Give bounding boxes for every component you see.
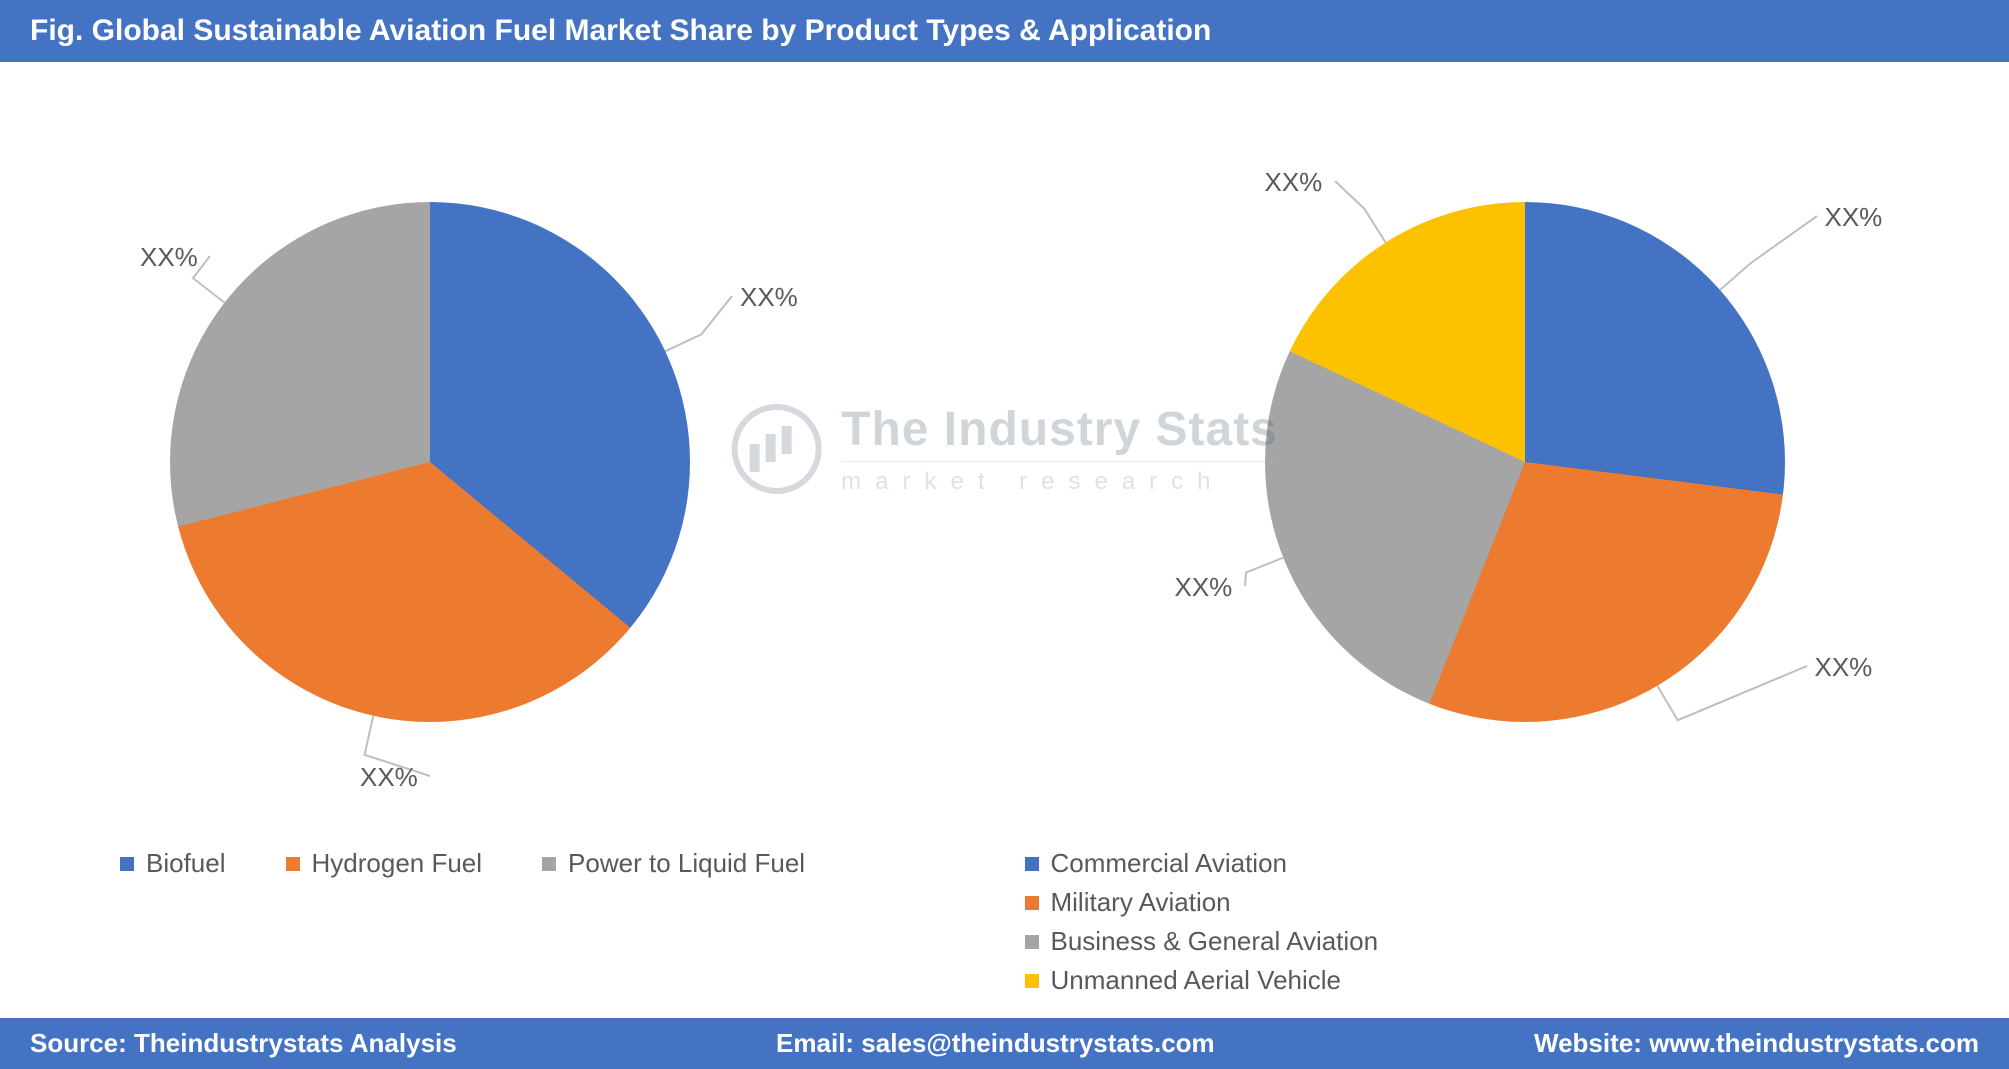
legend-item: Power to Liquid Fuel (542, 848, 805, 879)
product-types-pie (170, 202, 690, 722)
legend-item: Hydrogen Fuel (286, 848, 483, 879)
footer-source: Source: Theindustrystats Analysis (30, 1028, 457, 1059)
application-chart-panel: XX% XX% XX% XX% (1005, 62, 2009, 842)
legend-label: Military Aviation (1051, 887, 1231, 918)
legend-label: Hydrogen Fuel (312, 848, 483, 879)
legend-label: Power to Liquid Fuel (568, 848, 805, 879)
charts-area: XX%XX%XX% XX%XX%XX%XX% The Industry Stat… (0, 62, 2009, 842)
application-slice-label: XX% (1825, 202, 1883, 233)
legend-item: Unmanned Aerial Vehicle (1025, 965, 1459, 996)
footer-email: Email: sales@theindustrystats.com (776, 1028, 1215, 1059)
application-pie-disc (1265, 202, 1785, 722)
application-slice-label: XX% (1175, 572, 1233, 603)
application-slice-label: XX% (1815, 652, 1873, 683)
application-legend: Commercial Aviation Military Aviation Busi… (1005, 848, 1970, 1004)
footer-website: Website: www.theindustrystats.com (1534, 1028, 1979, 1059)
legend-swatch (120, 857, 134, 871)
legend-item: Business & General Aviation (1025, 926, 1459, 957)
legend-item: Biofuel (120, 848, 226, 879)
legend-label: Biofuel (146, 848, 226, 879)
product-types-slice-label: XX% (140, 242, 198, 273)
chart-title-bar: Fig. Global Sustainable Aviation Fuel Ma… (0, 0, 2009, 62)
product-types-legend: Biofuel Hydrogen Fuel Power to Liquid Fuel (40, 848, 1005, 1004)
legend-swatch (286, 857, 300, 871)
legend-swatch (1025, 974, 1039, 988)
legend-swatch (1025, 896, 1039, 910)
legend-label: Business & General Aviation (1051, 926, 1379, 957)
legend-item: Military Aviation (1025, 887, 1459, 918)
legend-label: Unmanned Aerial Vehicle (1051, 965, 1342, 996)
chart-title: Fig. Global Sustainable Aviation Fuel Ma… (30, 14, 1211, 47)
product-types-slice-label: XX% (360, 762, 418, 793)
product-types-pie-disc (170, 202, 690, 722)
legend-swatch (1025, 857, 1039, 871)
legend-swatch (1025, 935, 1039, 949)
application-slice-label: XX% (1265, 167, 1323, 198)
legend-item: Commercial Aviation (1025, 848, 1459, 879)
legend-label: Commercial Aviation (1051, 848, 1288, 879)
legend-swatch (542, 857, 556, 871)
application-pie (1265, 202, 1785, 722)
footer-bar: Source: Theindustrystats Analysis Email:… (0, 1018, 2009, 1069)
legend-row: Biofuel Hydrogen Fuel Power to Liquid Fuel… (0, 842, 2009, 1014)
product-types-slice-label: XX% (740, 282, 798, 313)
product-types-chart-panel: XX% XX% XX% (0, 62, 1005, 842)
